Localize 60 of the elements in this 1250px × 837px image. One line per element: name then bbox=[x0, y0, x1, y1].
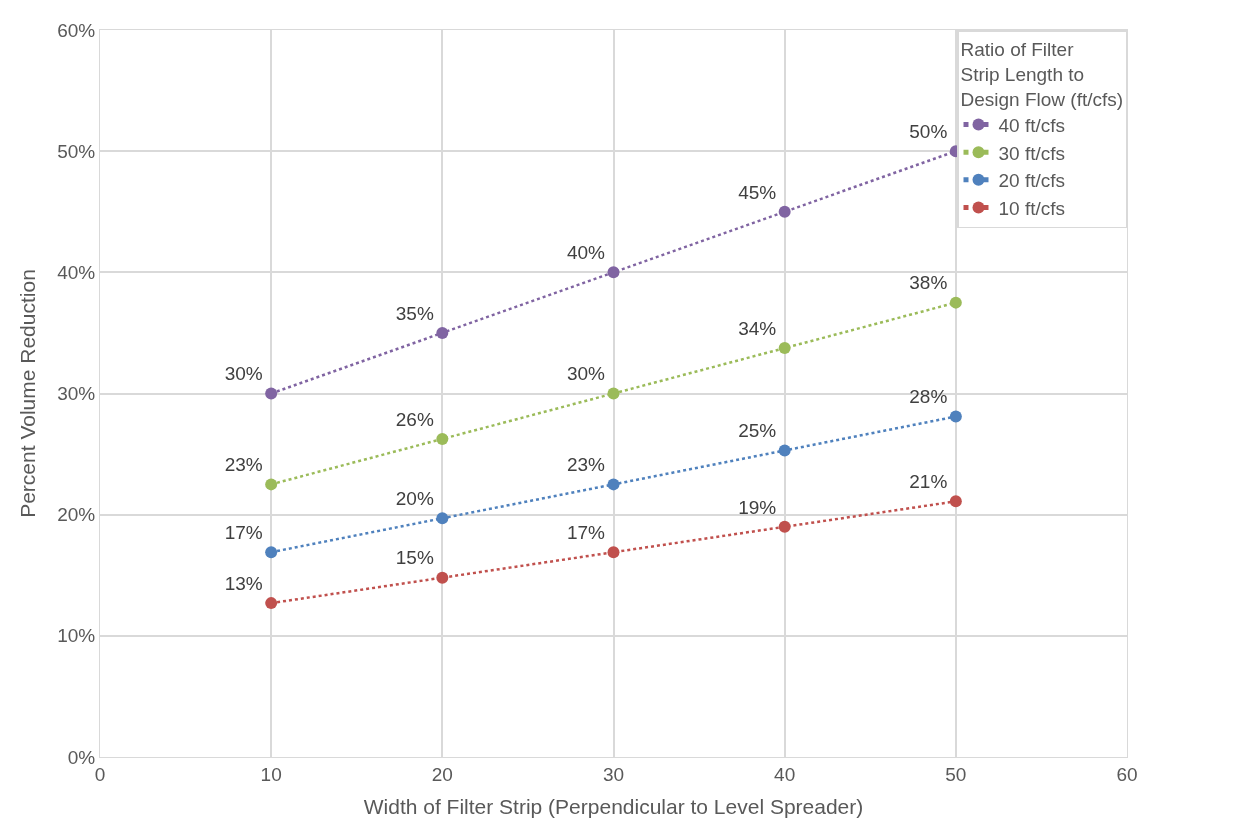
point bbox=[778, 205, 791, 218]
x-tick-label: 0 bbox=[94, 763, 106, 785]
data-label: 19% bbox=[738, 496, 777, 518]
data-label: 34% bbox=[738, 317, 777, 339]
x-tick-label: 10 bbox=[260, 763, 282, 785]
point bbox=[265, 387, 278, 400]
point bbox=[607, 387, 620, 400]
legend-label: 40 ft/cfs bbox=[998, 114, 1066, 136]
point bbox=[607, 266, 620, 279]
y-tick-label: 0% bbox=[67, 746, 96, 768]
point bbox=[778, 444, 791, 457]
legend-label: 30 ft/cfs bbox=[998, 142, 1066, 164]
legend-label: 10 ft/cfs bbox=[998, 197, 1066, 219]
data-label: 17% bbox=[566, 521, 606, 543]
legend-label: 20 ft/cfs bbox=[998, 170, 1066, 192]
x-axis-title: Width of Filter Strip (Perpendicular to Level Spreader) bbox=[363, 795, 864, 818]
data-label: 35% bbox=[395, 302, 434, 324]
point bbox=[607, 546, 620, 559]
data-label: 30% bbox=[566, 363, 606, 385]
point bbox=[949, 495, 962, 508]
data-label: 15% bbox=[395, 547, 434, 569]
data-label: 28% bbox=[909, 386, 948, 408]
point bbox=[436, 512, 449, 525]
x-tick-label: 50 bbox=[945, 763, 967, 785]
point bbox=[265, 546, 278, 559]
data-label: 50% bbox=[909, 120, 948, 142]
y-axis-title: Percent Volume Reduction bbox=[16, 269, 40, 518]
point bbox=[778, 342, 791, 355]
y-tick-label: 40% bbox=[57, 261, 96, 283]
x-tick-label: 60 bbox=[1116, 763, 1138, 785]
data-label: 26% bbox=[395, 408, 434, 430]
y-tick-label: 30% bbox=[57, 383, 96, 405]
data-label: 30% bbox=[224, 363, 263, 385]
data-label: 40% bbox=[566, 242, 606, 264]
point bbox=[607, 478, 620, 491]
data-label: 23% bbox=[566, 454, 606, 476]
data-label: 13% bbox=[224, 572, 263, 594]
point bbox=[778, 520, 791, 533]
point bbox=[265, 597, 278, 610]
data-label: 25% bbox=[738, 420, 777, 442]
x-tick-label: 20 bbox=[431, 763, 453, 785]
data-label: 20% bbox=[395, 488, 434, 510]
x-tick-label: 40 bbox=[774, 763, 796, 785]
y-tick-label: 60% bbox=[57, 19, 96, 41]
y-tick-label: 50% bbox=[57, 140, 96, 162]
point bbox=[436, 326, 449, 339]
legend-title: Ratio of Filter Strip Length to Design Flow (ft/cfs) bbox=[960, 39, 1124, 110]
point bbox=[949, 410, 962, 423]
data-label: 23% bbox=[224, 454, 263, 476]
x-tick-label: 30 bbox=[602, 763, 625, 785]
y-tick-label: 20% bbox=[57, 504, 96, 526]
point bbox=[949, 296, 962, 309]
data-label: 21% bbox=[909, 471, 948, 493]
y-tick-label: 10% bbox=[57, 625, 96, 647]
point bbox=[436, 432, 449, 445]
data-label: 17% bbox=[224, 521, 263, 543]
point bbox=[436, 571, 449, 584]
data-label: 38% bbox=[909, 272, 948, 294]
data-label: 45% bbox=[738, 181, 777, 203]
point bbox=[265, 478, 278, 491]
